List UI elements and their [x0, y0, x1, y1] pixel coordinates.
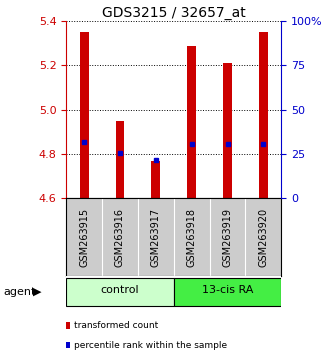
Text: agent: agent: [3, 287, 36, 297]
Text: GSM263918: GSM263918: [187, 208, 197, 267]
Bar: [187, 46, 196, 198]
Bar: [174, 278, 281, 306]
Text: 13-cis RA: 13-cis RA: [202, 285, 253, 296]
Text: control: control: [101, 285, 139, 296]
Text: ▶: ▶: [33, 287, 42, 297]
Bar: [66, 278, 174, 306]
Bar: [116, 121, 124, 198]
Title: GDS3215 / 32657_at: GDS3215 / 32657_at: [102, 6, 246, 20]
Bar: [80, 32, 89, 198]
Text: GSM263916: GSM263916: [115, 208, 125, 267]
Text: GSM263915: GSM263915: [79, 207, 89, 267]
Text: GSM263920: GSM263920: [259, 207, 268, 267]
Text: GSM263919: GSM263919: [222, 208, 233, 267]
Bar: [151, 161, 160, 198]
Text: transformed count: transformed count: [74, 321, 158, 330]
Bar: [223, 63, 232, 198]
Bar: [259, 32, 268, 198]
Text: percentile rank within the sample: percentile rank within the sample: [74, 341, 227, 350]
Text: GSM263917: GSM263917: [151, 207, 161, 267]
